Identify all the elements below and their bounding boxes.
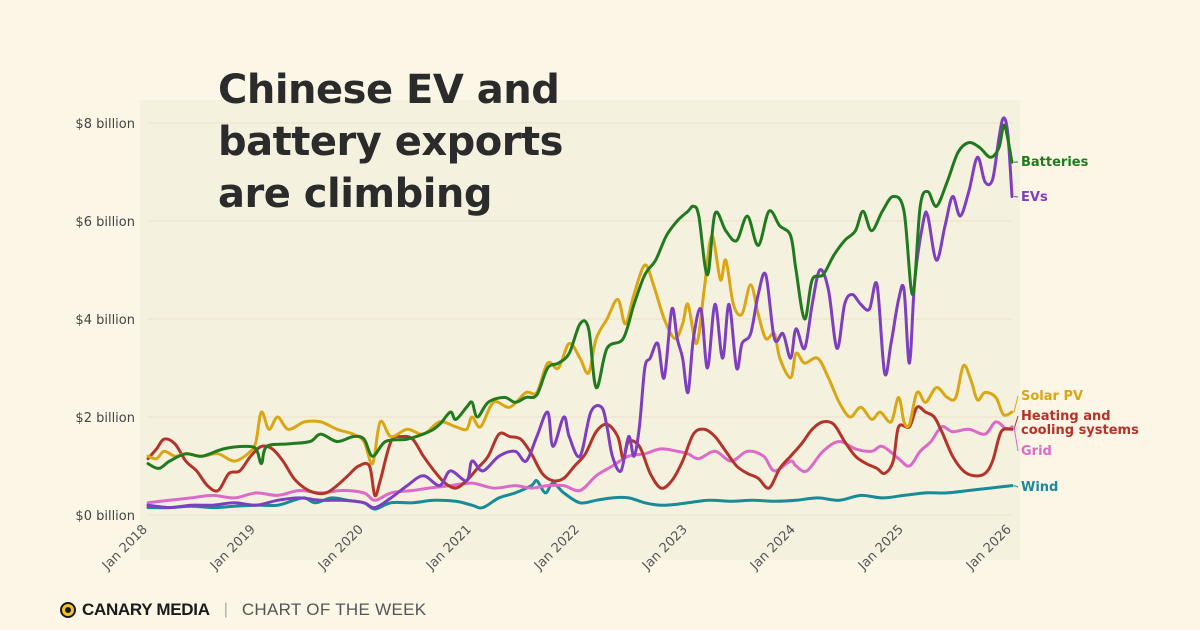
series-label-wind: Wind [1021, 480, 1058, 495]
footer-separator: | [223, 601, 228, 618]
label-leader-heating-and-cooling-systems [1013, 415, 1019, 430]
gridlines [148, 122, 1012, 516]
label-leader-wind [1013, 485, 1019, 488]
series-lines [146, 116, 1014, 511]
footer: CANARY MEDIA | CHART OF THE WEEK [60, 598, 426, 622]
series-label-batteries: Batteries [1021, 155, 1089, 170]
canary-logo-icon [60, 602, 76, 618]
chart-title: Chinese EV and battery exports are climb… [218, 67, 563, 217]
y-tick-label: $2 billion [75, 411, 135, 426]
series-label-evs: EVs [1021, 190, 1048, 205]
footer-tagline: CHART OF THE WEEK [241, 600, 427, 619]
y-axis: $0 billion $2 billion $4 billion $6 billion… [75, 117, 135, 524]
series-labels: Batteries EVs Solar PV Heating and cooling s… [1013, 155, 1139, 495]
label-leader-grid [1013, 426, 1019, 452]
y-tick-label: $6 billion [75, 215, 135, 230]
series-line-heating-and-cooling-systems [146, 405, 1014, 498]
y-tick-label: $8 billion [75, 117, 135, 132]
label-leader-solar-pv [1013, 395, 1019, 413]
series-line-batteries [146, 123, 1014, 470]
brand-name[interactable]: CANARY MEDIA [82, 600, 210, 619]
series-line-grid [146, 420, 1014, 505]
series-line-evs [146, 116, 1014, 510]
series-label-grid: Grid [1021, 444, 1052, 459]
series-label-heating-and-cooling-systems: Heating and cooling systems [1021, 409, 1139, 438]
y-tick-label: $4 billion [75, 313, 135, 328]
label-leader-evs [1013, 196, 1019, 198]
series-line-solar-pv [146, 234, 1014, 466]
y-tick-label: $0 billion [75, 509, 135, 524]
series-label-solar-pv: Solar PV [1021, 389, 1083, 404]
plot-background [140, 100, 1020, 560]
